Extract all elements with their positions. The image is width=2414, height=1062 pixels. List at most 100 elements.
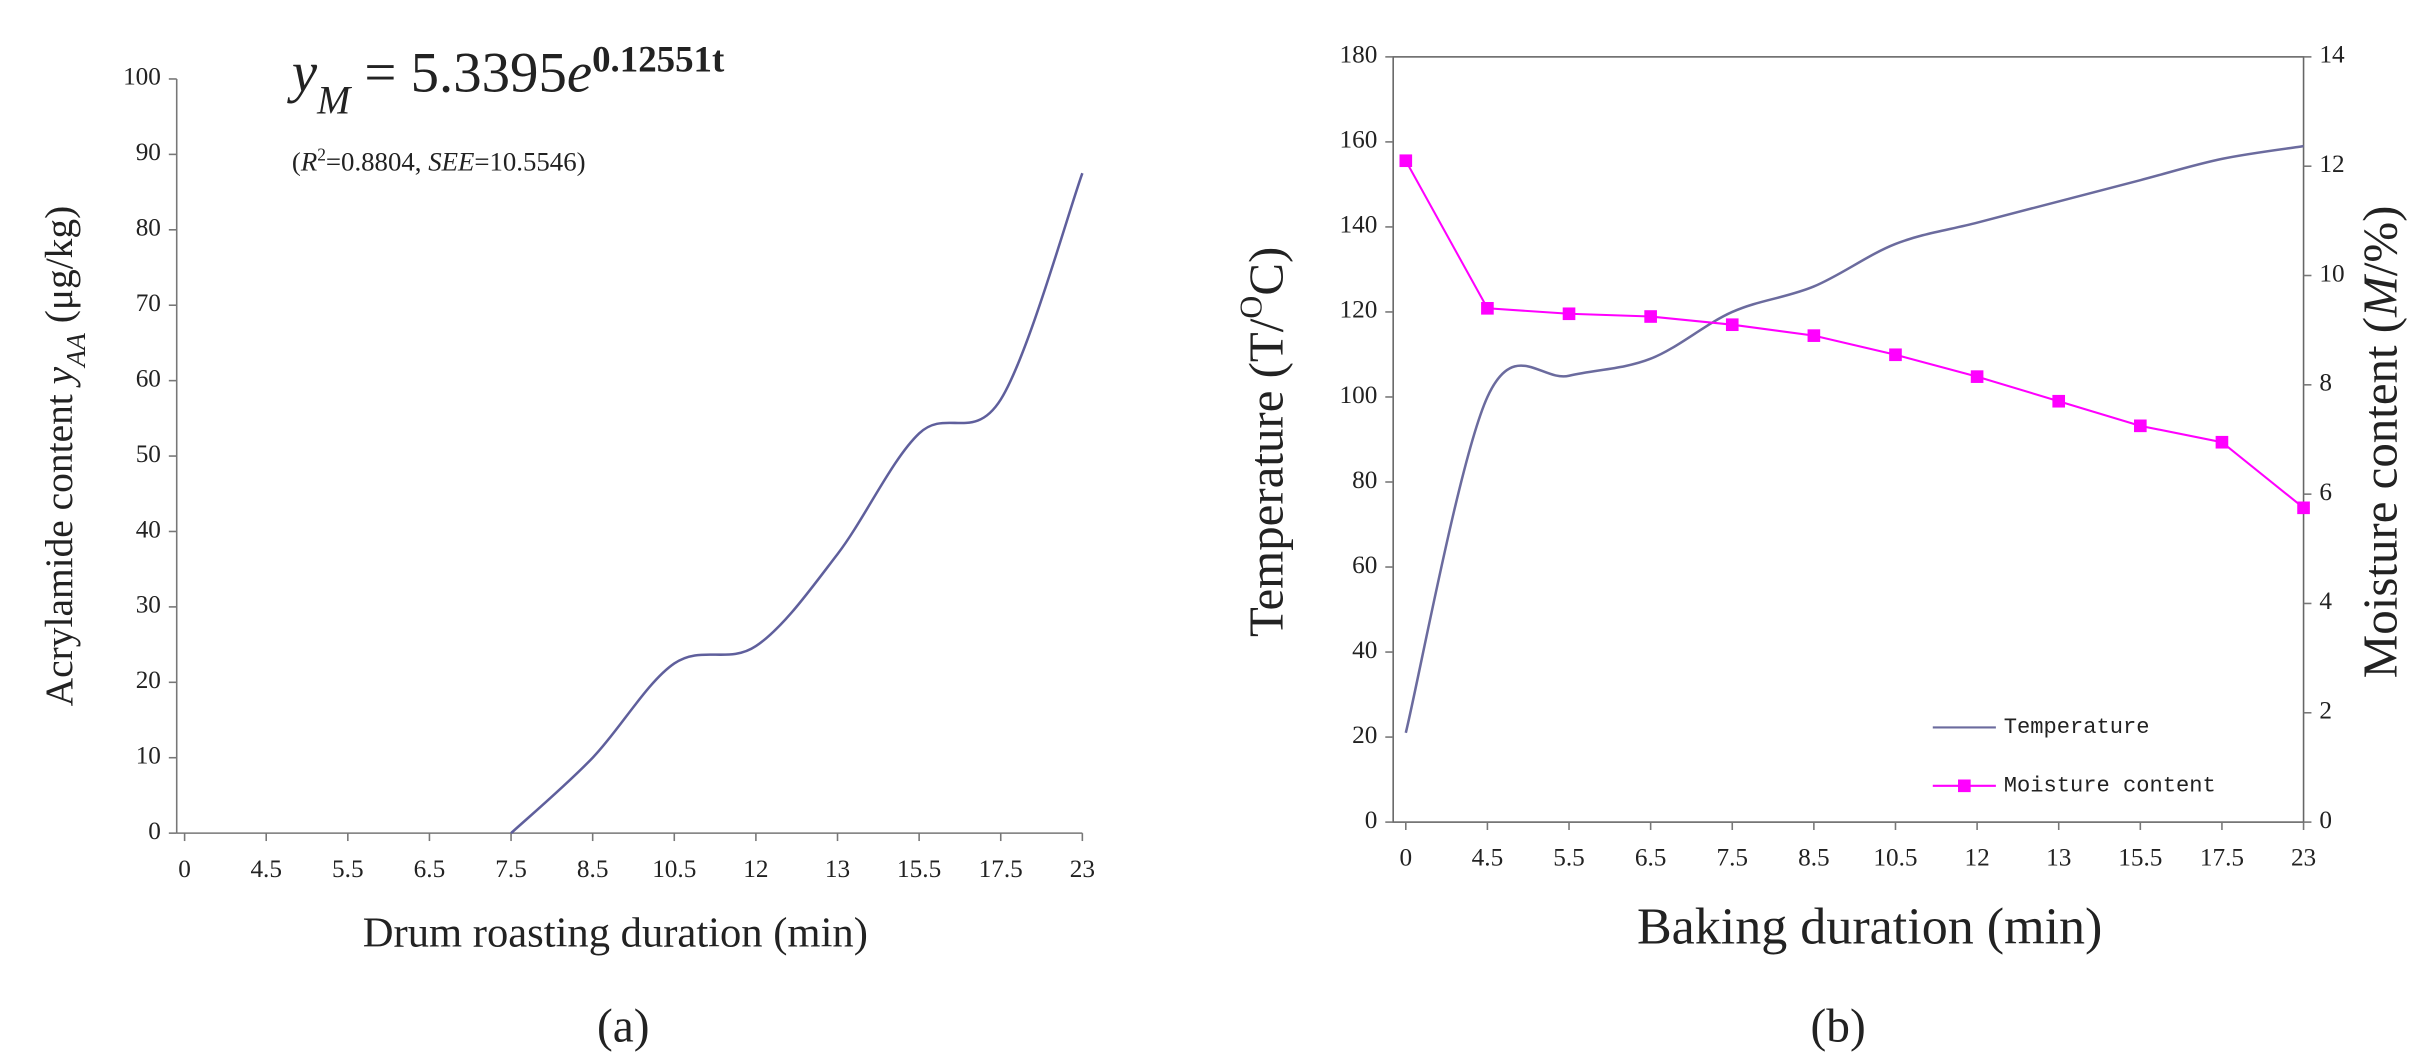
text-part: = 5.3395	[350, 42, 567, 105]
x-tick-label: 15.5	[2118, 845, 2162, 872]
marker	[1889, 348, 1902, 362]
marker	[2215, 435, 2229, 449]
y-tick-label: 0	[1365, 807, 1378, 834]
plot-frame	[1392, 56, 2305, 823]
text-part: 2	[317, 144, 326, 164]
y-tick-label: 60	[136, 365, 161, 392]
marker	[2052, 394, 2066, 408]
y2-tick-label: 2	[2319, 698, 2332, 725]
text-part: =10.5546)	[474, 146, 585, 176]
text-part: /%)	[2353, 206, 2408, 277]
x-tick-label: 15.5	[897, 856, 941, 883]
marker	[2134, 419, 2147, 433]
x-axis-title: Drum roasting duration (min)	[363, 910, 868, 957]
x-tick-label: 8.5	[1798, 845, 1830, 872]
y-tick-label: 40	[1352, 637, 1377, 664]
text-part: e	[567, 42, 592, 105]
text-part: Acrylamide content	[37, 384, 81, 706]
y2-tick-label: 4	[2319, 588, 2332, 615]
equation: yM = 5.3395e0.12551t	[287, 38, 725, 123]
text-part: O	[1233, 296, 1268, 319]
text-part: =0.8804,	[326, 146, 428, 176]
y-axis-title: Acrylamide content yAA (μg/kg)	[37, 206, 91, 707]
marker	[1481, 301, 1494, 315]
y-tick-label: 120	[1340, 297, 1378, 324]
x-tick-label: 7.5	[495, 856, 527, 883]
x-tick-label: 17.5	[2200, 845, 2244, 872]
legend-marker	[1958, 779, 1971, 793]
y2-tick-label: 14	[2319, 42, 2345, 69]
x-tick-label: 0	[1399, 845, 1412, 872]
text-part: y	[287, 42, 318, 105]
x-tick-label: 17.5	[979, 856, 1023, 883]
x-tick-label: 8.5	[577, 856, 609, 883]
x-tick-label: 6.5	[414, 856, 446, 883]
y-tick-label: 160	[1340, 127, 1378, 154]
x-tick-label: 0	[178, 856, 191, 883]
series-line	[1404, 144, 2304, 734]
x-tick-label: 12	[1964, 845, 1989, 872]
y2-tick-label: 12	[2319, 151, 2344, 178]
x-tick-label: 4.5	[250, 856, 282, 883]
x-tick-label: 13	[2046, 845, 2071, 872]
x-tick-label: 23	[2291, 845, 2316, 872]
y-tick-label: 80	[1352, 467, 1377, 494]
marker	[2297, 501, 2310, 515]
series-line	[1404, 160, 2305, 509]
text-part: M	[2353, 274, 2408, 318]
marker	[1644, 310, 1657, 323]
y-tick-label: 20	[136, 667, 161, 694]
panel-label: (a)	[597, 1000, 650, 1052]
y-tick-label: 140	[1340, 212, 1378, 239]
y-tick-label: 80	[136, 215, 161, 242]
y-tick-label: 50	[136, 441, 161, 468]
text-part: 0.12551t	[592, 38, 725, 79]
y2-tick-label: 10	[2319, 260, 2344, 287]
y-tick-label: 10	[136, 743, 161, 770]
text-part: (	[292, 146, 301, 176]
text-part: C)	[1239, 247, 1294, 296]
x-tick-label: 13	[825, 856, 850, 883]
x-tick-label: 7.5	[1716, 845, 1748, 872]
marker	[1807, 329, 1821, 342]
y2-tick-label: 6	[2319, 479, 2332, 506]
y2-tick-label: 0	[2319, 807, 2332, 834]
y-tick-label: 180	[1340, 42, 1378, 69]
text-part: M	[316, 79, 352, 123]
x-tick-label: 10.5	[1873, 845, 1917, 872]
marker	[1399, 154, 1413, 168]
y-axis-title: Temperature (T/OC)	[1233, 247, 1293, 637]
y-tick-label: 100	[123, 64, 161, 91]
y-tick-label: 40	[136, 516, 161, 543]
x-axis-title: Baking duration (min)	[1637, 899, 2102, 956]
x-tick-label: 23	[1070, 856, 1095, 883]
y-tick-label: 0	[148, 818, 161, 845]
marker	[1725, 318, 1739, 332]
marker	[1970, 370, 1984, 383]
text-part: y	[37, 366, 81, 388]
fit-stats: (R2=0.8804, SEE=10.5546)	[292, 144, 586, 176]
x-tick-label: 4.5	[1472, 845, 1504, 872]
text-part: SEE	[428, 146, 474, 176]
y-tick-label: 90	[136, 139, 161, 166]
x-tick-label: 5.5	[1553, 845, 1585, 872]
text-part: Temperature (T/	[1239, 318, 1294, 637]
text-part: (μg/kg)	[37, 206, 81, 333]
y-tick-label: 70	[136, 290, 161, 317]
legend-label: Temperature	[2004, 715, 2150, 740]
marker	[1562, 307, 1576, 321]
y2-axis-title: Moisture content (M/%)	[2353, 206, 2408, 679]
x-tick-label: 12	[743, 856, 768, 883]
x-tick-label: 5.5	[332, 856, 364, 883]
y-tick-label: 30	[136, 592, 161, 619]
x-tick-label: 6.5	[1635, 845, 1667, 872]
y2-tick-label: 8	[2319, 370, 2332, 397]
text-part: AA	[60, 333, 91, 369]
panel-label: (b)	[1811, 1000, 1866, 1052]
text-part: Moisture content (	[2353, 317, 2408, 678]
y-tick-label: 20	[1352, 722, 1377, 749]
series-line	[510, 172, 1084, 835]
text-part: R	[300, 146, 317, 176]
legend-label: Moisture content	[2004, 774, 2216, 799]
